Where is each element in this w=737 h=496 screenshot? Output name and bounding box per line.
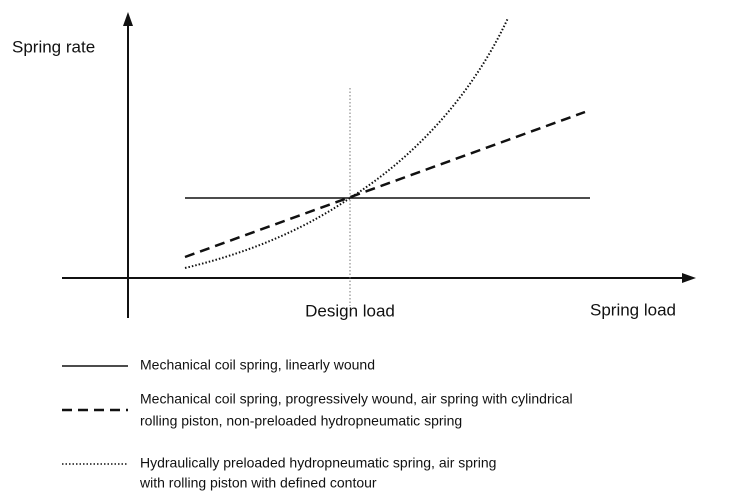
y-axis-label: Spring rate — [12, 37, 95, 56]
preloaded-curve — [184, 17, 509, 269]
legend-text: with rolling piston with defined contour — [139, 475, 377, 491]
legend-text: rolling piston, non-preloaded hydropneum… — [140, 413, 462, 429]
legend-text: Mechanical coil spring, progressively wo… — [140, 391, 573, 407]
legend-text: Mechanical coil spring, linearly wound — [140, 357, 375, 373]
y-axis-arrow — [123, 12, 133, 26]
progressive-curve — [184, 110, 586, 259]
x-axis-label: Spring load — [590, 300, 676, 319]
design-load-label: Design load — [305, 301, 395, 320]
x-axis-arrow — [682, 273, 696, 283]
legend-text: Hydraulically preloaded hydropneumatic s… — [140, 455, 496, 471]
